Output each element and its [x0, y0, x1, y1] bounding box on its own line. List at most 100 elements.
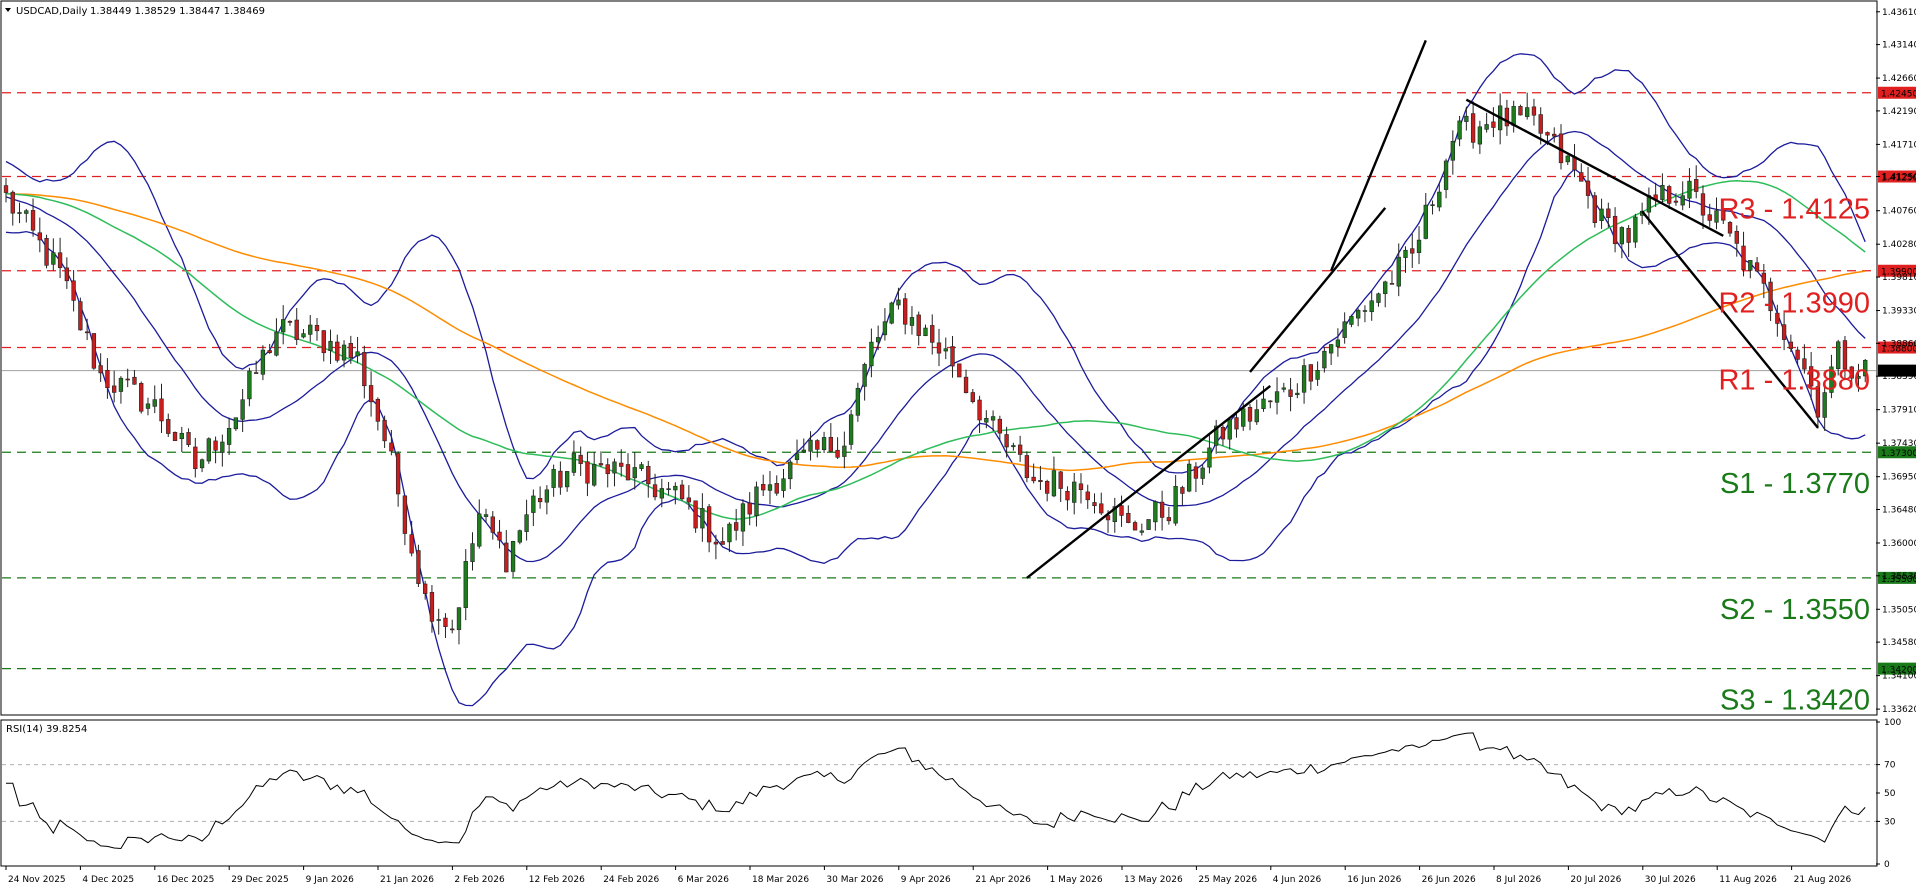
candle [1166, 506, 1172, 525]
collapse-triangle-icon[interactable] [5, 8, 11, 12]
candle [321, 330, 326, 362]
candle [1396, 243, 1401, 297]
time-tick-label: 13 May 2026 [1124, 875, 1183, 885]
time-tick-label: 9 Apr 2026 [901, 875, 951, 885]
price-tick-label: 1.35530 [1882, 572, 1916, 582]
candle [848, 409, 854, 450]
candle [1159, 490, 1165, 531]
candle [679, 479, 685, 501]
candle [1328, 343, 1334, 366]
time-tick-label: 21 Jan 2026 [380, 875, 434, 885]
moving-average-green [5, 180, 1866, 520]
candle [368, 371, 374, 417]
price-tick-label: 1.40760 [1882, 207, 1916, 217]
time-tick-label: 9 Jan 2026 [306, 875, 354, 885]
candle [1619, 226, 1625, 259]
candle [652, 473, 658, 501]
candle [193, 437, 198, 478]
candle [1606, 202, 1611, 228]
trendline-2[interactable] [1330, 39, 1427, 272]
candle [1315, 361, 1320, 386]
candle [1342, 312, 1347, 344]
time-tick-label: 21 Apr 2026 [975, 875, 1031, 885]
trendline-1[interactable] [1026, 384, 1272, 579]
candle [1687, 168, 1692, 209]
candle [132, 370, 137, 385]
candle [801, 438, 806, 454]
candle [1484, 112, 1489, 133]
candle [301, 328, 306, 339]
candle [781, 468, 786, 498]
candle [531, 489, 536, 527]
candle [855, 382, 861, 422]
candle [490, 511, 495, 540]
candle [125, 368, 130, 388]
candle [997, 415, 1003, 441]
candle [977, 395, 982, 433]
candle [1335, 328, 1341, 357]
candle [1416, 226, 1422, 265]
trendline-4[interactable] [1465, 98, 1724, 237]
candle [328, 329, 333, 365]
candle [1822, 384, 1827, 431]
candle [1058, 470, 1063, 503]
candle [1714, 197, 1719, 230]
level-label-r2: R2 - 1.3990 [1718, 288, 1870, 320]
price-axis[interactable]: 1.41250 1.39900 1.38800 1.37300 1.35500 1.342… [1876, 8, 1916, 715]
candle [24, 208, 29, 223]
bollinger-lower [5, 168, 1866, 707]
candle [1247, 404, 1253, 431]
candle [1072, 473, 1077, 515]
candle [869, 328, 874, 378]
candle [375, 397, 381, 431]
rsi-tick-label: 70 [1884, 761, 1896, 771]
price-tick-label: 1.39810 [1882, 273, 1916, 283]
trendline-5[interactable] [1641, 210, 1819, 429]
candle [1795, 346, 1800, 365]
candle [1842, 336, 1848, 381]
candle [314, 318, 320, 341]
level-label-s1: S1 - 1.3770 [1720, 468, 1870, 500]
candle [1369, 290, 1374, 321]
time-tick-label: 26 Jun 2026 [1422, 875, 1476, 885]
level-label-s3: S3 - 1.3420 [1720, 685, 1870, 717]
candle [551, 464, 556, 497]
candle [815, 439, 820, 458]
candle [30, 198, 36, 237]
trendlines[interactable] [1026, 39, 1819, 579]
candle [1220, 425, 1226, 446]
candle [3, 177, 9, 203]
rsi-tick-label: 0 [1884, 860, 1890, 870]
candle [1761, 263, 1766, 299]
svg-text:1.42450: 1.42450 [1881, 90, 1916, 100]
candle [862, 362, 867, 401]
candle [1153, 500, 1158, 531]
candle [1356, 308, 1361, 327]
candle [875, 325, 881, 351]
time-tick-label: 1 May 2026 [1050, 875, 1103, 885]
trendline-3[interactable] [1249, 207, 1387, 373]
time-axis[interactable]: 24 Nov 2025 4 Dec 2025 16 Dec 2025 29 Dec 2… [5, 866, 1852, 885]
candle [923, 324, 928, 337]
candle [247, 367, 252, 407]
candle [700, 493, 705, 542]
candle [558, 461, 563, 495]
candlesticks [3, 92, 1868, 645]
candle [206, 437, 211, 464]
candle [152, 385, 157, 414]
candle [808, 431, 813, 461]
candle [84, 318, 90, 341]
candle [159, 383, 164, 434]
candle [761, 474, 766, 497]
level-label-s2: S2 - 1.3550 [1720, 594, 1870, 626]
candle [1470, 101, 1476, 149]
candle [734, 508, 739, 541]
candle [639, 462, 644, 472]
candle [1308, 364, 1314, 391]
candle [788, 459, 793, 490]
candle [1450, 130, 1455, 175]
candle [504, 530, 509, 573]
candle [1423, 193, 1428, 240]
candle [1132, 520, 1138, 531]
